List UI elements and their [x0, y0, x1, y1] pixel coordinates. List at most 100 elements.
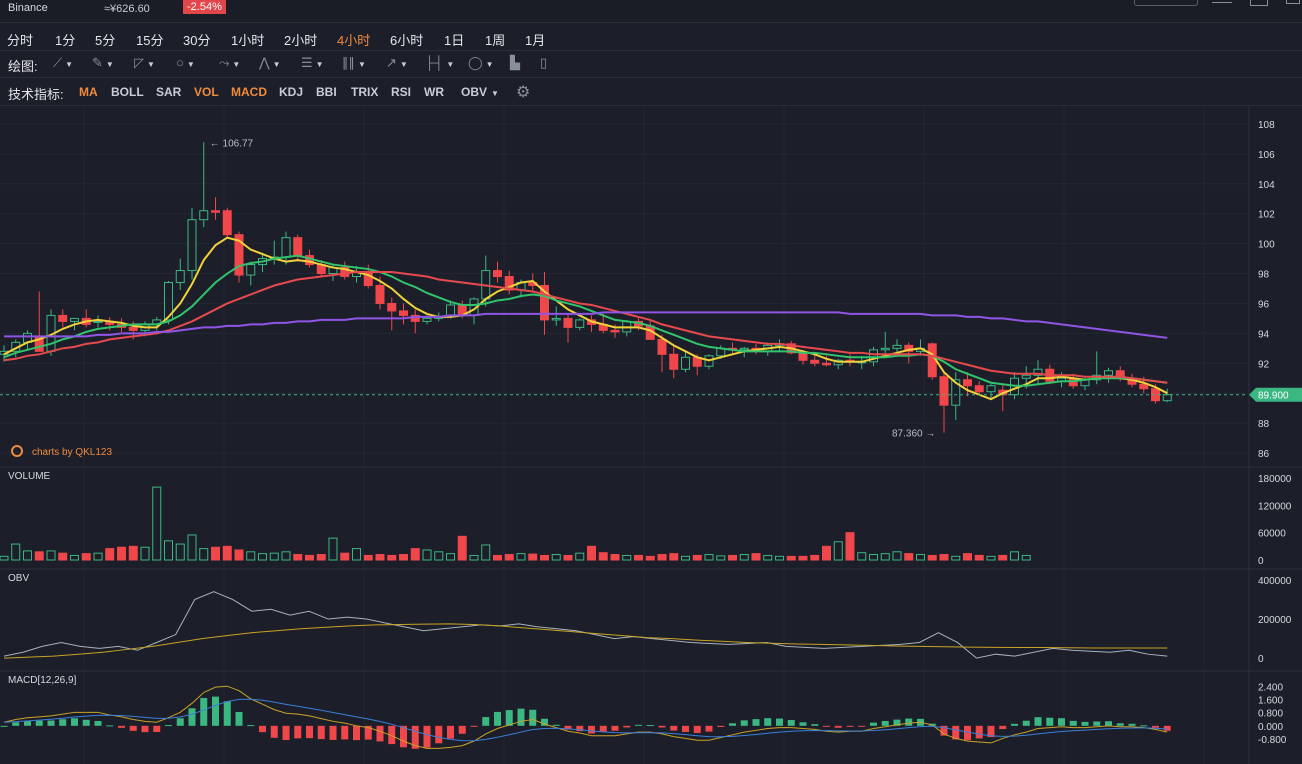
indicator-bbi[interactable]: BBI — [316, 85, 337, 99]
volume-bar — [833, 541, 843, 561]
pattern-tool-icon[interactable]: ⋀ ▼ — [259, 55, 281, 70]
macd-hist-bar — [400, 725, 407, 748]
indicator-kdj[interactable]: KDJ — [279, 85, 304, 99]
volume-bar — [598, 552, 608, 561]
volume-bar — [387, 554, 397, 561]
indicator-boll[interactable]: BOLL — [111, 85, 144, 99]
volume-bar — [105, 548, 115, 561]
volume-bar — [434, 551, 444, 561]
macd-hist-bar — [823, 725, 830, 727]
macd-hist-bar — [505, 710, 513, 726]
volume-bar — [70, 554, 79, 561]
macd-hist-bar — [529, 709, 537, 726]
candle-body — [869, 349, 878, 363]
volume-bar — [457, 535, 467, 561]
indicator-rsi[interactable]: RSI — [391, 85, 412, 99]
candle-body — [1033, 368, 1043, 376]
triangle-tool-icon[interactable]: ◸ ▼ — [134, 55, 155, 70]
volume-bar — [939, 554, 949, 561]
price-tick-label: 94 — [1258, 329, 1270, 340]
range-tool-icon[interactable]: ├┤ ▼ — [425, 55, 455, 70]
indicator-wr[interactable]: WR — [424, 85, 444, 99]
fullscreen-icon[interactable] — [1286, 0, 1300, 4]
volume-bar — [305, 554, 314, 561]
fib-tool-icon[interactable]: ☰ ▼ — [301, 55, 324, 70]
trash-icon[interactable]: ▯ — [540, 55, 548, 70]
macd-hist-bar — [176, 718, 184, 726]
screenshot-icon[interactable] — [1250, 0, 1268, 6]
macd-hist-bar — [129, 725, 137, 731]
volume-bar — [704, 554, 714, 561]
volume-bar — [504, 554, 514, 561]
macd-hist-bar — [588, 725, 595, 734]
period-1w[interactable]: 1周 — [485, 33, 506, 48]
macd-hist-bar — [341, 725, 349, 740]
settings-icon[interactable] — [1212, 0, 1232, 3]
macd-hist-bar — [541, 718, 548, 726]
volume-bar — [269, 552, 279, 561]
volume-bar — [352, 548, 361, 561]
volume-bar — [540, 554, 549, 561]
note-tool-icon[interactable]: ◯ ▼ — [468, 55, 494, 70]
macd-hist-bar — [646, 725, 654, 727]
circle-tool-icon[interactable]: ○ ▼ — [176, 55, 195, 70]
macd-hist-bar — [12, 722, 20, 726]
period-fenshi[interactable]: 分时 — [7, 33, 34, 48]
low-marker: 87.360 → — [892, 429, 935, 440]
volume-bar — [375, 554, 385, 561]
period-30m[interactable]: 30分 — [183, 33, 211, 48]
volume-bar — [845, 532, 855, 561]
macd-hist-bar — [470, 725, 478, 727]
volume-bar — [293, 554, 303, 561]
candle-body — [798, 352, 808, 361]
period-4h[interactable]: 4小时 — [337, 33, 371, 48]
ma-line-purple — [4, 311, 1168, 339]
indicator-macd[interactable]: MACD — [231, 85, 267, 99]
volume-bar — [880, 553, 890, 561]
volume-bar — [763, 554, 773, 561]
macd-hist-bar — [153, 725, 161, 733]
period-1mo[interactable]: 1月 — [525, 33, 546, 48]
indicator-sar[interactable]: SAR — [156, 85, 182, 99]
arrow-tool-icon[interactable]: ↗ ▼ — [386, 55, 408, 70]
macd-hist-bar — [623, 725, 631, 728]
period-15m[interactable]: 15分 — [136, 33, 164, 48]
period-2h[interactable]: 2小时 — [284, 33, 318, 48]
period-1m[interactable]: 1分 — [55, 33, 76, 48]
ma-line-green — [3, 254, 1168, 387]
volume-bar — [128, 545, 138, 561]
candle-body — [422, 317, 432, 322]
volume-bar — [528, 553, 538, 561]
indicator-vol[interactable]: VOL — [194, 85, 219, 99]
period-1d[interactable]: 1日 — [444, 33, 465, 48]
macd-hist-bar — [975, 725, 983, 739]
period-6h[interactable]: 6小时 — [390, 33, 424, 48]
qkl-logo-icon — [11, 445, 23, 457]
volume-bar — [645, 555, 655, 561]
macd-hist-bar — [1011, 723, 1018, 726]
zigzag-tool-icon[interactable]: ⤳ ▼ — [219, 55, 241, 70]
pen-tool-icon[interactable]: ✎ ▼ — [92, 55, 114, 70]
indicator-ma[interactable]: MA — [79, 85, 98, 99]
bar-chart-icon[interactable]: ▙ — [510, 55, 520, 70]
indicator-trix[interactable]: TRIX — [351, 85, 379, 99]
macd-hist-bar — [740, 720, 748, 726]
volume-bar — [422, 549, 432, 561]
columns-tool-icon[interactable]: ∥∥ ▼ — [342, 55, 366, 70]
volume-bar — [399, 554, 408, 561]
volume-bar — [681, 555, 690, 561]
macd-hist-bar — [306, 725, 313, 739]
volume-bar — [869, 554, 878, 561]
gear-icon[interactable]: ⚙ — [516, 84, 531, 101]
chevron-down-icon: ▼ — [491, 89, 499, 98]
macd-hist-bar — [670, 725, 678, 731]
line-tool-icon[interactable]: ⟋ ▼ — [53, 55, 74, 70]
top-right-button[interactable] — [1134, 0, 1198, 6]
period-1h[interactable]: 1小时 — [231, 33, 265, 48]
candle-body — [58, 314, 68, 322]
macd-hist-bar — [834, 725, 842, 728]
macd-hist-bar — [787, 719, 795, 726]
period-5m[interactable]: 5分 — [95, 33, 116, 48]
indicator-obv[interactable]: OBV ▼ — [461, 85, 499, 99]
